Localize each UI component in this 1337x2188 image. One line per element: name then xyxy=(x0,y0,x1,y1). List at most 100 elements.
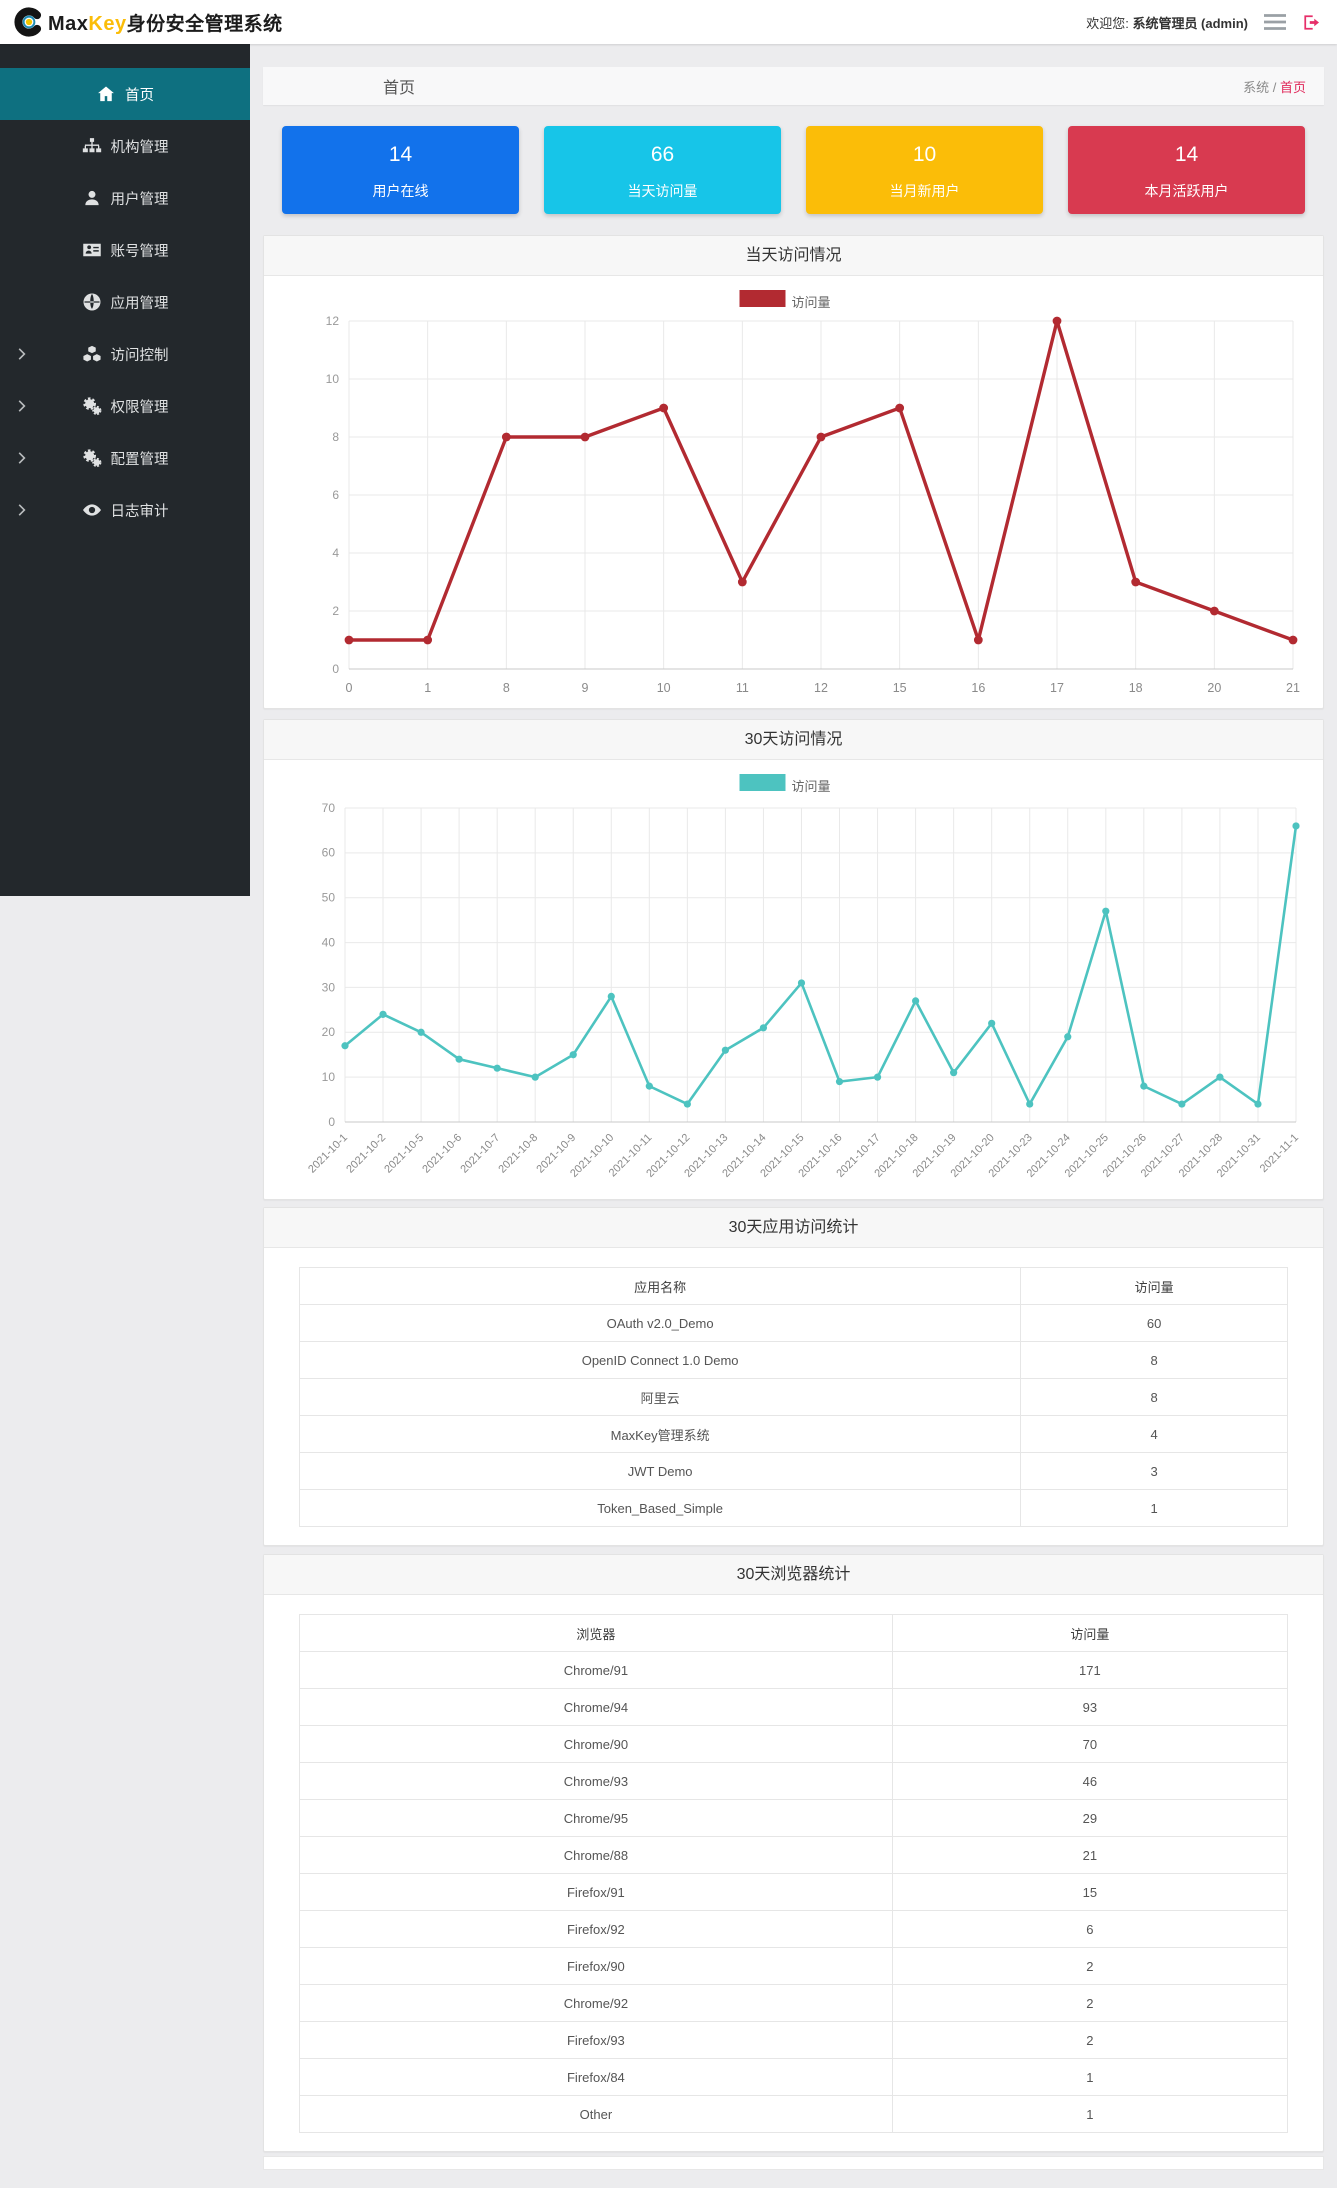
table-column-header: 应用名称 xyxy=(298,1267,1022,1305)
table-header-row: 浏览器 访问量 xyxy=(299,1614,1289,1652)
browser-stats-panel: 30天浏览器统计 浏览器 访问量 Chrome/91 171 Chrome/94 93 Ch… xyxy=(263,1554,1324,2152)
stat-card-label: 当月新用户 xyxy=(889,183,960,199)
sidebar-nav: 首页机构管理用户管理账号管理应用管理访问控制权限管理 配置管理 日志审计 xyxy=(0,44,250,536)
table-cell: MaxKey管理系统 xyxy=(298,1415,1022,1453)
table-cell: Token_Based_Simple xyxy=(298,1489,1022,1527)
app-access-stats-title: 30天应用访问统计 xyxy=(264,1208,1323,1248)
svg-text:15: 15 xyxy=(893,681,907,695)
stat-card-value: 14 xyxy=(1174,143,1199,166)
sidebar-item-log-audit[interactable]: 日志审计 xyxy=(0,484,250,536)
sidebar-item-home[interactable]: 首页 xyxy=(0,68,250,120)
table-cell: Firefox/84 xyxy=(299,2058,893,2096)
eye-icon xyxy=(82,500,102,520)
breadcrumb-separator: / xyxy=(1272,79,1277,95)
breadcrumb-current-link[interactable]: 首页 xyxy=(1279,79,1306,95)
table-cell: Chrome/88 xyxy=(299,1836,893,1874)
table-cell: 8 xyxy=(1020,1341,1288,1379)
sidebar-item-app-management[interactable]: 应用管理 xyxy=(0,276,250,328)
table-row: JWT Demo 3 xyxy=(298,1452,1288,1490)
id-card-icon xyxy=(82,240,102,260)
table-row: Chrome/90 70 xyxy=(299,1725,1289,1763)
main-content: 首页 系统 / 首页 14 用户在线 66 当天访问量 10 当月新用户 14 本月活跃用户 … xyxy=(250,44,1337,2170)
stat-cards-row: 14 用户在线 66 当天访问量 10 当月新用户 14 本月活跃用户 xyxy=(282,126,1305,214)
maxkey-logo-icon xyxy=(14,7,44,37)
table-cell: 29 xyxy=(891,1799,1289,1837)
table-cell: 93 xyxy=(891,1688,1289,1726)
table-cell: 2 xyxy=(891,1947,1289,1985)
table-cell: 70 xyxy=(891,1725,1289,1763)
footer-panel-edge xyxy=(263,2156,1324,2170)
stat-card-value: 14 xyxy=(388,143,413,166)
table-cell: Other xyxy=(299,2095,893,2133)
sidebar-item-config-management[interactable]: 配置管理 xyxy=(0,432,250,484)
svg-text:40: 40 xyxy=(322,935,336,949)
svg-text:12: 12 xyxy=(326,314,340,328)
table-row: Firefox/84 1 xyxy=(299,2058,1289,2096)
logout-icon[interactable] xyxy=(1302,13,1321,32)
app-access-stats-table: 应用名称 访问量 OAuth v2.0_Demo 60 OpenID Connect 1… xyxy=(264,1248,1323,1545)
stats-table-0: 应用名称 访问量 OAuth v2.0_Demo 60 OpenID Connect 1… xyxy=(298,1267,1288,1527)
table-cell: 8 xyxy=(1020,1378,1288,1416)
table-cell: 3 xyxy=(1020,1452,1288,1490)
table-row: Chrome/91 171 xyxy=(299,1651,1289,1689)
sidebar-item-permission-management[interactable]: 权限管理 xyxy=(0,380,250,432)
table-cell: 1 xyxy=(891,2095,1289,2133)
chevron-right-icon xyxy=(18,348,26,361)
sidebar-item-access-control[interactable]: 访问控制 xyxy=(0,328,250,380)
svg-text:4: 4 xyxy=(332,546,339,560)
table-row: Chrome/92 2 xyxy=(299,1984,1289,2022)
menu-icon[interactable] xyxy=(1264,14,1286,30)
svg-text:9: 9 xyxy=(582,681,589,695)
svg-text:20: 20 xyxy=(1207,681,1221,695)
table-cell: 46 xyxy=(891,1762,1289,1800)
svg-text:访问量: 访问量 xyxy=(792,295,831,310)
sidebar-item-label: 首页 xyxy=(125,87,154,104)
table-cell: Chrome/91 xyxy=(299,1651,893,1689)
table-cell: 15 xyxy=(891,1873,1289,1911)
table-cell: 4 xyxy=(1020,1415,1288,1453)
user-icon xyxy=(82,188,102,208)
table-row: Token_Based_Simple 1 xyxy=(298,1489,1288,1527)
svg-text:11: 11 xyxy=(736,681,749,695)
table-cell: 60 xyxy=(1020,1304,1288,1342)
chevron-right-icon xyxy=(18,504,26,517)
globe-icon xyxy=(82,292,102,312)
table-cell: 1 xyxy=(891,2058,1289,2096)
svg-text:6: 6 xyxy=(332,488,339,502)
daily-visits-chart: 访问量 0 2 4 6 8 10 12 0 1 8 9 10 11 12 15 16 17 18 20 21 xyxy=(264,276,1323,708)
svg-text:8: 8 xyxy=(332,430,339,444)
sidebar-item-account-management[interactable]: 账号管理 xyxy=(0,224,250,276)
table-row: Firefox/93 2 xyxy=(299,2021,1289,2059)
svg-text:访问量: 访问量 xyxy=(792,779,831,794)
sidebar-item-label: 用户管理 xyxy=(110,191,169,208)
table-cell: Firefox/90 xyxy=(299,1947,893,1985)
page-title: 首页 xyxy=(383,80,416,97)
svg-text:2021-10-1: 2021-10-1 xyxy=(306,1132,350,1176)
breadcrumb-root-link[interactable]: 系统 xyxy=(1243,79,1270,95)
svg-text:16: 16 xyxy=(971,681,985,695)
sidebar-item-label: 机构管理 xyxy=(110,139,169,156)
svg-text:1: 1 xyxy=(424,681,431,695)
sidebar-item-user-management[interactable]: 用户管理 xyxy=(0,172,250,224)
chevron-right-icon xyxy=(18,400,26,413)
sidebar-item-label: 访问控制 xyxy=(110,347,169,364)
home-icon xyxy=(96,84,116,104)
svg-text:2021-10-2: 2021-10-2 xyxy=(344,1132,388,1176)
svg-text:2021-10-7: 2021-10-7 xyxy=(458,1132,502,1176)
table-cell: 2 xyxy=(891,1984,1289,2022)
table-cell: 阿里云 xyxy=(298,1378,1022,1416)
sidebar-item-label: 应用管理 xyxy=(110,295,169,312)
table-row: Other 1 xyxy=(299,2095,1289,2133)
daily-visits-title: 当天访问情况 xyxy=(264,236,1323,276)
browser-stats-title: 30天浏览器统计 xyxy=(264,1555,1323,1595)
table-row: Firefox/90 2 xyxy=(299,1947,1289,1985)
stats-table-1: 浏览器 访问量 Chrome/91 171 Chrome/94 93 Chrome/90 70… xyxy=(299,1614,1289,2133)
svg-text:10: 10 xyxy=(322,1070,336,1084)
table-cell: JWT Demo xyxy=(298,1452,1022,1490)
svg-text:20: 20 xyxy=(322,1025,336,1039)
sidebar-item-org-management[interactable]: 机构管理 xyxy=(0,120,250,172)
svg-text:17: 17 xyxy=(1050,681,1064,695)
svg-text:70: 70 xyxy=(322,801,336,815)
monthly-visits-title: 30天访问情况 xyxy=(264,720,1323,760)
table-cell: 21 xyxy=(891,1836,1289,1874)
